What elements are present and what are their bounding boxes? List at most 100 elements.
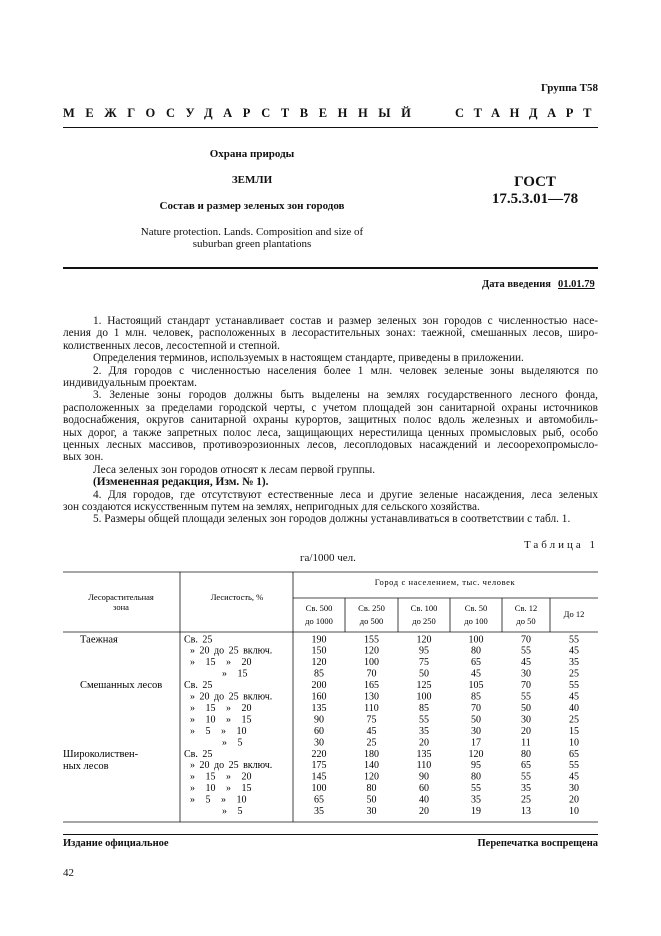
value-cell: 40 bbox=[569, 703, 579, 714]
value-cell: 70 bbox=[367, 669, 377, 680]
zone-label: Таежная bbox=[80, 634, 118, 645]
column-header: Св. 50 bbox=[465, 603, 487, 613]
value-cell: 60 bbox=[419, 783, 429, 794]
text-line: ных дорог, а также запретных полос леса,… bbox=[63, 426, 598, 439]
value-cell: 35 bbox=[569, 657, 579, 668]
value-cell: 45 bbox=[569, 692, 579, 703]
value-cell: 55 bbox=[569, 760, 579, 771]
paragraph: Леса зеленых зон городов относят к лесам… bbox=[63, 464, 598, 476]
value-cell: 40 bbox=[419, 795, 429, 806]
value-cell: 120 bbox=[364, 646, 379, 657]
text-line: 3. Зеленые зоны городов должны быть выде… bbox=[93, 389, 598, 402]
footer-left: Издание официальное bbox=[63, 838, 169, 849]
paragraph: 1. Настоящий стандарт устанавливает сост… bbox=[63, 315, 598, 352]
text-line: 4. Для городов, где отсутствуют естестве… bbox=[93, 488, 598, 501]
value-cell: 90 bbox=[419, 772, 429, 783]
value-cell: 25 bbox=[367, 737, 377, 748]
text-line: 2. Для городов с численностью населения … bbox=[93, 364, 598, 377]
column-header: Св. 250 bbox=[358, 603, 385, 613]
column-header: Лесорастительная bbox=[88, 592, 154, 602]
column-header: Лесистость, % bbox=[211, 592, 264, 602]
value-cell: 100 bbox=[364, 657, 379, 668]
value-cell: 150 bbox=[312, 646, 327, 657]
text-line: индивидуальным проектам. bbox=[63, 376, 197, 389]
column-header: Св. 12 bbox=[515, 603, 537, 613]
rule bbox=[63, 267, 598, 269]
value-cell: 165 bbox=[364, 680, 379, 691]
value-cell: 95 bbox=[471, 760, 481, 771]
paragraph: 2. Для городов с численностью населения … bbox=[63, 365, 598, 390]
category: Охрана природы bbox=[209, 148, 295, 160]
column-header: до 250 bbox=[412, 616, 435, 626]
paragraph: 5. Размеры общей площади зеленых зон гор… bbox=[63, 513, 598, 525]
title: Состав и размер зеленых зон городов bbox=[159, 200, 345, 212]
text-line: вых зон. bbox=[63, 451, 104, 464]
column-header: До 12 bbox=[564, 609, 585, 619]
gost-number: 17.5.3.01—78 bbox=[491, 191, 579, 207]
value-cell: 130 bbox=[364, 692, 379, 703]
value-cell: 20 bbox=[569, 795, 579, 806]
value-cell: 55 bbox=[521, 646, 531, 657]
text-line: Определения терминов, используемых в нас… bbox=[93, 352, 524, 365]
value-cell: 110 bbox=[417, 760, 432, 771]
value-cell: 200 bbox=[312, 680, 327, 691]
banner-left: МЕЖГОСУДАРСТВЕННЫЙ bbox=[63, 106, 422, 120]
value-cell: 25 bbox=[569, 669, 579, 680]
body-text: 1. Настоящий стандарт устанавливает сост… bbox=[63, 315, 598, 526]
value-cell: 85 bbox=[471, 692, 481, 703]
column-header: Св. 100 bbox=[411, 603, 438, 613]
value-cell: 95 bbox=[419, 646, 429, 657]
value-cell: 50 bbox=[419, 669, 429, 680]
value-cell: 35 bbox=[419, 726, 429, 737]
forest-cell: » 15 » 20 bbox=[190, 703, 252, 714]
paragraph: 3. Зеленые зоны городов должны быть выде… bbox=[63, 389, 598, 463]
text-line: Леса зеленых зон городов относят к лесам… bbox=[93, 463, 376, 476]
value-cell: 35 bbox=[521, 783, 531, 794]
value-cell: 120 bbox=[417, 634, 432, 645]
value-cell: 45 bbox=[569, 646, 579, 657]
value-cell: 75 bbox=[367, 714, 377, 725]
value-cell: 105 bbox=[469, 680, 484, 691]
column-header: зона bbox=[113, 602, 129, 612]
value-cell: 80 bbox=[471, 772, 481, 783]
table-caption: Таблица 1 bbox=[523, 539, 598, 551]
value-cell: 65 bbox=[569, 749, 579, 760]
paragraph: 4. Для городов, где отсутствуют естестве… bbox=[63, 489, 598, 514]
value-cell: 220 bbox=[312, 749, 327, 760]
forest-cell: » 5 bbox=[222, 806, 243, 817]
value-cell: 80 bbox=[471, 646, 481, 657]
text-line: ценных лесных массивов, противоэрозионны… bbox=[63, 438, 598, 451]
value-cell: 110 bbox=[364, 703, 379, 714]
text-line: ления до 1 млн. человек, расположенных в… bbox=[63, 327, 598, 340]
value-cell: 70 bbox=[521, 680, 531, 691]
forest-cell: » 20 до 25 включ. bbox=[190, 692, 272, 703]
forest-cell: » 10 » 15 bbox=[190, 783, 252, 794]
text-line: 5. Размеры общей площади зеленых зон гор… bbox=[93, 513, 571, 526]
value-cell: 35 bbox=[471, 795, 481, 806]
value-cell: 100 bbox=[417, 692, 432, 703]
zone-label: ных лесов bbox=[63, 761, 109, 772]
value-cell: 60 bbox=[314, 726, 324, 737]
column-header: до 100 bbox=[464, 616, 487, 626]
value-cell: 65 bbox=[521, 760, 531, 771]
value-cell: 80 bbox=[521, 749, 531, 760]
value-cell: 45 bbox=[367, 726, 377, 737]
value-cell: 30 bbox=[314, 737, 324, 748]
value-cell: 85 bbox=[314, 669, 324, 680]
value-cell: 45 bbox=[521, 657, 531, 668]
value-cell: 50 bbox=[521, 703, 531, 714]
value-cell: 70 bbox=[471, 703, 481, 714]
table-unit: га/1000 чел. bbox=[300, 552, 356, 564]
value-cell: 30 bbox=[471, 726, 481, 737]
forest-cell: » 20 до 25 включ. bbox=[190, 760, 272, 771]
text-line: (Измененная редакция, Изм. № 1). bbox=[93, 476, 269, 489]
value-cell: 155 bbox=[364, 634, 379, 645]
value-cell: 55 bbox=[471, 783, 481, 794]
value-cell: 75 bbox=[419, 657, 429, 668]
value-cell: 17 bbox=[471, 737, 481, 748]
value-cell: 30 bbox=[521, 669, 531, 680]
value-cell: 120 bbox=[312, 657, 327, 668]
value-cell: 30 bbox=[367, 806, 377, 817]
subject: ЗЕМЛИ bbox=[231, 174, 273, 186]
